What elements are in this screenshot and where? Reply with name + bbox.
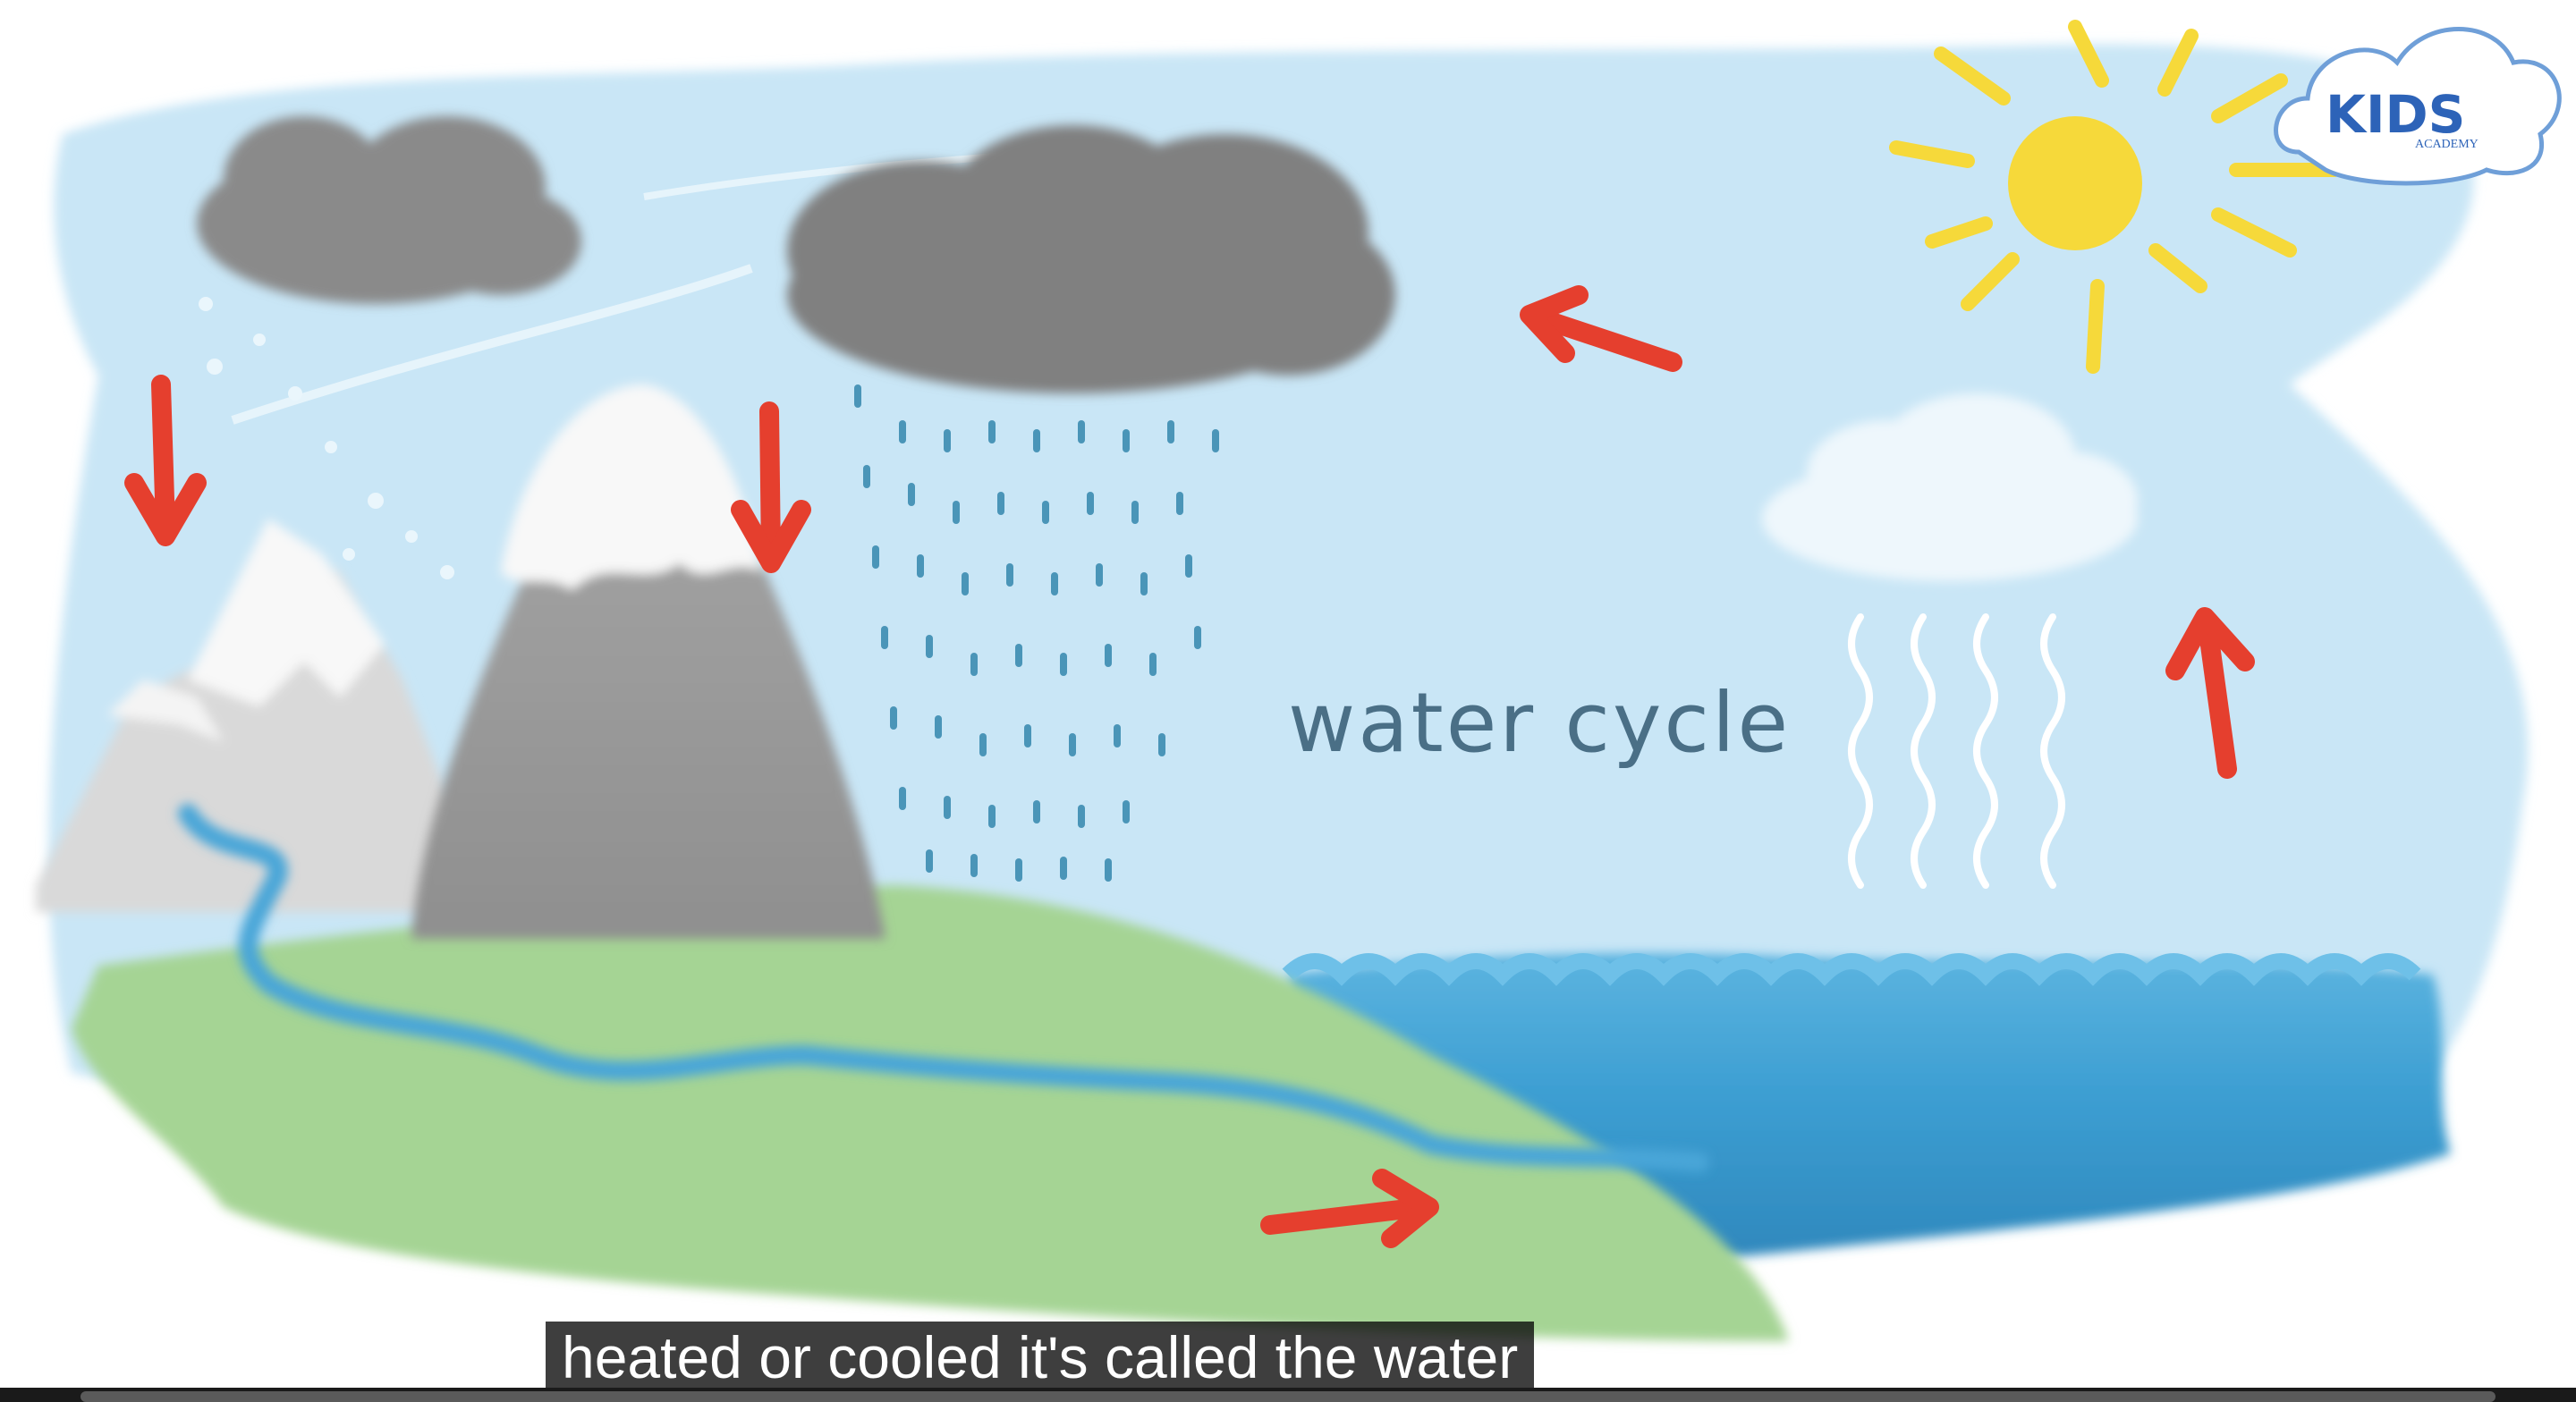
rain-drops bbox=[854, 384, 1219, 882]
snowy-mountains-left bbox=[36, 519, 465, 912]
progress-bar[interactable] bbox=[80, 1391, 2496, 1402]
arrows bbox=[124, 285, 2255, 1248]
arrow-right-ground bbox=[1260, 1169, 1439, 1248]
logo-text: KIDS bbox=[2326, 84, 2465, 145]
subtitle-caption: heated or cooled it's called the water bbox=[546, 1322, 1535, 1393]
sun bbox=[1889, 20, 2342, 374]
grassland bbox=[72, 885, 1789, 1341]
scene-title: water cycle bbox=[1288, 675, 1791, 771]
small-storm-cloud bbox=[197, 116, 581, 304]
logo-subtext: ACADEMY bbox=[2415, 138, 2479, 151]
evaporation-cloud bbox=[1762, 393, 2138, 581]
wind-stroke bbox=[231, 264, 753, 425]
kids-academy-logo: KIDS ACADEMY bbox=[2274, 27, 2562, 186]
sea-waves bbox=[1282, 953, 2421, 986]
evaporation-lines bbox=[1848, 613, 2065, 889]
arrow-down-mountain bbox=[731, 401, 811, 573]
snowflakes bbox=[199, 297, 454, 579]
arrow-left-sky bbox=[1520, 285, 1682, 372]
river bbox=[178, 804, 1709, 1172]
arrow-down-left bbox=[124, 375, 207, 546]
rain-cloud bbox=[787, 125, 1395, 393]
snowy-mountain-main bbox=[411, 384, 886, 939]
arrow-up-right bbox=[2165, 607, 2255, 779]
